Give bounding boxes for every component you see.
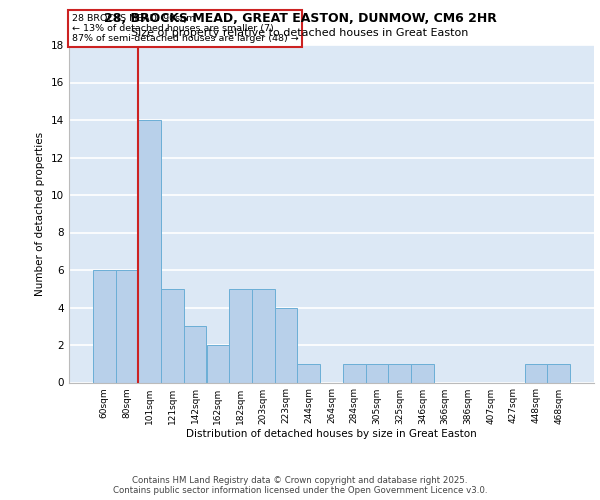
Bar — [388, 364, 411, 382]
Bar — [524, 364, 547, 382]
Bar — [93, 270, 116, 382]
Bar — [116, 270, 139, 382]
Text: 28 BROCKS MEAD: 90sqm
← 13% of detached houses are smaller (7)
87% of semi-detac: 28 BROCKS MEAD: 90sqm ← 13% of detached … — [71, 14, 298, 44]
Bar — [343, 364, 365, 382]
Text: Contains HM Land Registry data © Crown copyright and database right 2025.
Contai: Contains HM Land Registry data © Crown c… — [113, 476, 487, 495]
Y-axis label: Number of detached properties: Number of detached properties — [35, 132, 46, 296]
Bar — [229, 289, 252, 382]
Bar — [161, 289, 184, 382]
Bar — [206, 345, 229, 383]
Bar — [139, 120, 161, 382]
Text: Size of property relative to detached houses in Great Easton: Size of property relative to detached ho… — [131, 28, 469, 38]
Bar — [298, 364, 320, 382]
Bar — [184, 326, 206, 382]
Bar — [411, 364, 434, 382]
Bar — [547, 364, 570, 382]
Bar — [275, 308, 298, 382]
Bar — [365, 364, 388, 382]
Bar — [252, 289, 275, 382]
Text: 28, BROCKS MEAD, GREAT EASTON, DUNMOW, CM6 2HR: 28, BROCKS MEAD, GREAT EASTON, DUNMOW, C… — [104, 12, 496, 26]
X-axis label: Distribution of detached houses by size in Great Easton: Distribution of detached houses by size … — [186, 430, 477, 440]
